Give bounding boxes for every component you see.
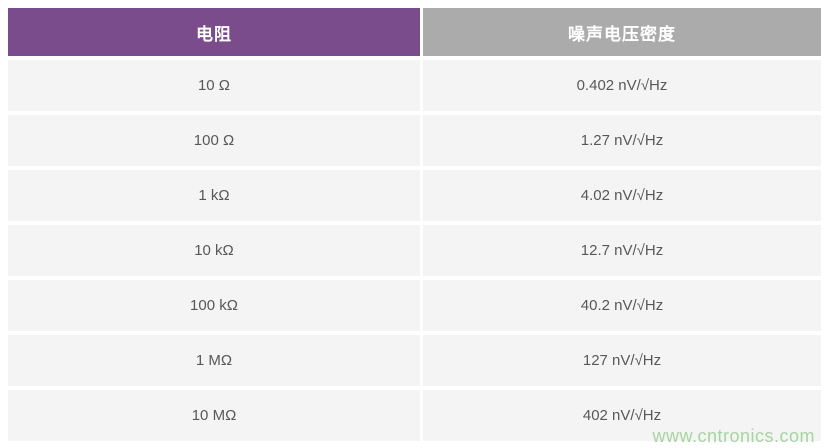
resistance-cell: 1 MΩ — [8, 335, 420, 386]
noise-density-cell: 4.02 nV/√Hz — [423, 170, 821, 221]
resistance-cell: 10 MΩ — [8, 390, 420, 441]
noise-density-cell: 0.402 nV/√Hz — [423, 60, 821, 111]
noise-density-cell: 40.2 nV/√Hz — [423, 280, 821, 331]
header-noise-voltage-density: 噪声电压密度 — [423, 8, 821, 56]
resistor-noise-table: 电阻 噪声电压密度 10 Ω 0.402 nV/√Hz 100 Ω 1.27 n… — [8, 8, 821, 441]
resistance-cell: 100 kΩ — [8, 280, 420, 331]
watermark: www.cntronics.com — [652, 426, 815, 446]
header-resistance: 电阻 — [8, 8, 420, 56]
noise-density-cell: 402 nV/√Hz — [423, 390, 821, 441]
resistance-cell: 100 Ω — [8, 115, 420, 166]
resistance-cell: 1 kΩ — [8, 170, 420, 221]
noise-density-cell: 12.7 nV/√Hz — [423, 225, 821, 276]
resistance-cell: 10 Ω — [8, 60, 420, 111]
noise-density-cell: 127 nV/√Hz — [423, 335, 821, 386]
noise-density-cell: 1.27 nV/√Hz — [423, 115, 821, 166]
resistance-cell: 10 kΩ — [8, 225, 420, 276]
